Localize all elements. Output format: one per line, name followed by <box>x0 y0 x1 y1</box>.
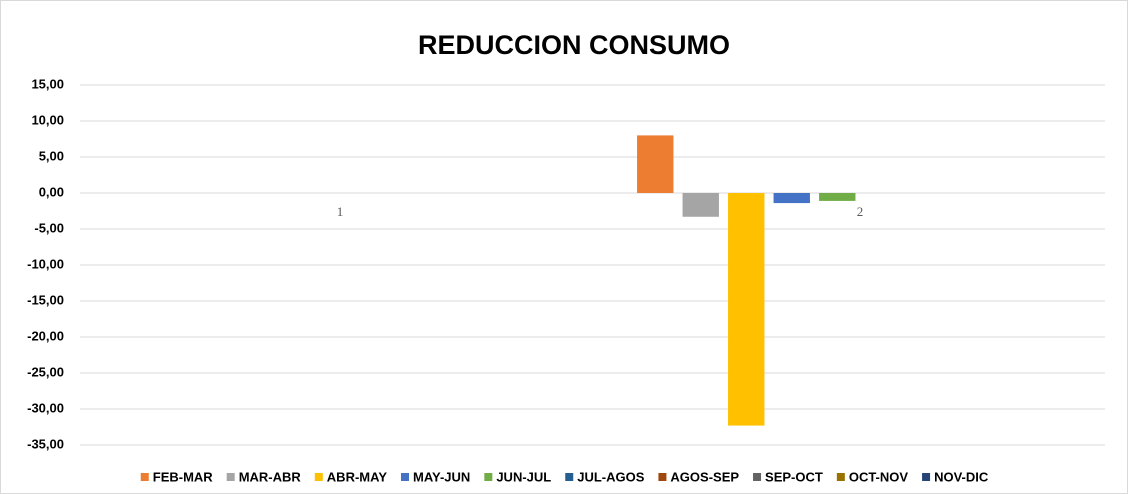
legend-swatch <box>140 473 149 481</box>
bar <box>637 135 674 193</box>
y-tick-label: -25,00 <box>27 364 64 379</box>
legend-swatch <box>922 473 931 481</box>
y-tick-label: -35,00 <box>27 436 64 451</box>
bar <box>682 193 719 217</box>
legend-swatch <box>226 473 235 481</box>
legend-label: ABR-MAY <box>327 469 388 484</box>
legend-label: AGOS-SEP <box>670 469 739 484</box>
legend-label: JUL-AGOS <box>577 469 645 484</box>
bar <box>773 193 810 204</box>
y-tick-label: 15,00 <box>31 76 64 91</box>
legend-swatch <box>836 473 845 481</box>
y-tick-label: -20,00 <box>27 328 64 343</box>
y-tick-label: -10,00 <box>27 256 64 271</box>
legend-swatch <box>314 473 323 481</box>
legend-swatch <box>401 473 410 481</box>
y-tick-label: 5,00 <box>39 148 64 163</box>
y-tick-label: -5,00 <box>34 220 64 235</box>
legend-label: MAY-JUN <box>413 469 470 484</box>
legend-swatch <box>565 473 574 481</box>
legend-swatch <box>753 473 762 481</box>
x-category-label: 2 <box>857 204 864 219</box>
legend-label: NOV-DIC <box>934 469 989 484</box>
legend-label: JUN-JUL <box>496 469 551 484</box>
legend-swatch <box>484 473 493 481</box>
y-tick-label: -15,00 <box>27 292 64 307</box>
legend-label: SEP-OCT <box>765 469 823 484</box>
y-tick-label: -30,00 <box>27 400 64 415</box>
x-category-label: 1 <box>337 204 344 219</box>
y-tick-label: 0,00 <box>39 184 64 199</box>
bar <box>819 193 856 201</box>
legend-swatch <box>658 473 667 481</box>
legend-label: MAR-ABR <box>239 469 302 484</box>
legend-label: OCT-NOV <box>849 469 909 484</box>
chart-title: REDUCCION CONSUMO <box>418 30 730 60</box>
y-tick-label: 10,00 <box>31 112 64 127</box>
legend-label: FEB-MAR <box>153 469 214 484</box>
bar <box>728 193 765 426</box>
